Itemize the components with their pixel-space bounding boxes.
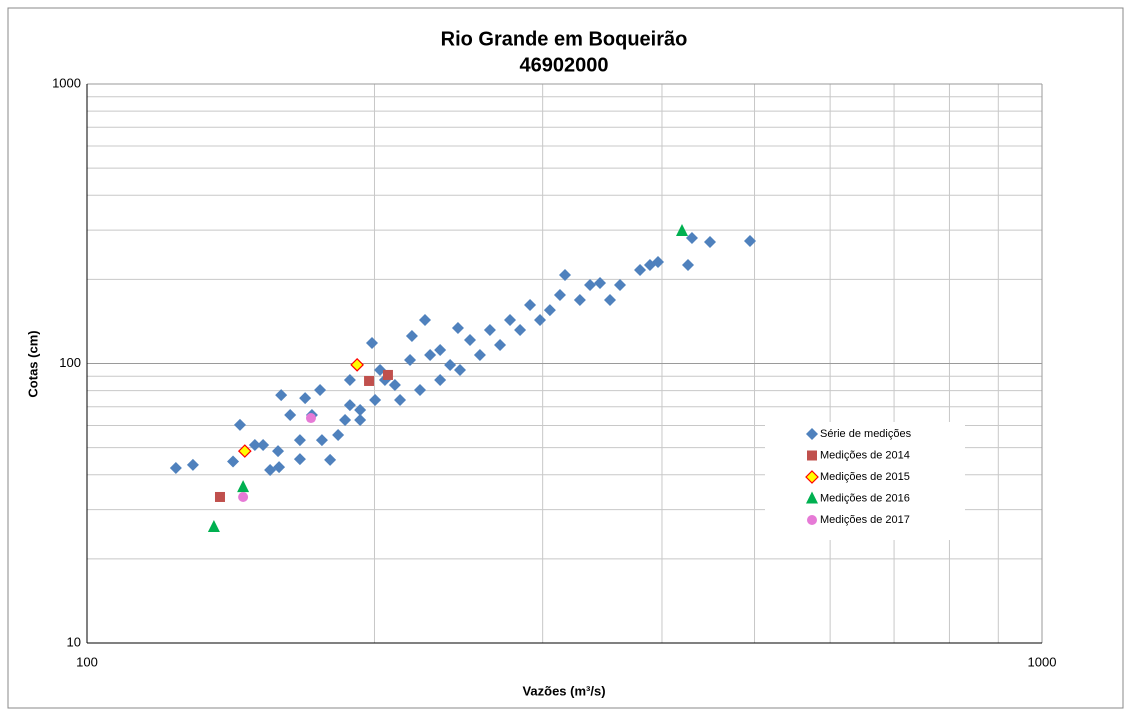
legend-label: Medições de 2017 bbox=[820, 514, 910, 526]
marker bbox=[237, 480, 250, 493]
marker bbox=[434, 373, 447, 386]
marker bbox=[543, 304, 556, 317]
marker bbox=[207, 520, 220, 533]
marker bbox=[451, 321, 464, 334]
legend-label: Medições de 2014 bbox=[820, 449, 910, 461]
marker bbox=[186, 458, 199, 471]
marker bbox=[424, 348, 437, 361]
marker bbox=[382, 369, 393, 380]
marker bbox=[284, 409, 297, 422]
marker bbox=[444, 358, 457, 371]
marker bbox=[806, 491, 818, 504]
marker bbox=[343, 373, 356, 386]
marker bbox=[418, 313, 431, 326]
x-tick-label: 1000 bbox=[1028, 654, 1057, 669]
legend-box bbox=[765, 422, 965, 540]
marker bbox=[681, 259, 694, 272]
marker bbox=[703, 235, 716, 248]
marker bbox=[257, 438, 270, 451]
marker bbox=[806, 428, 818, 440]
marker bbox=[604, 294, 617, 307]
chart-title: Rio Grande em Boqueirão bbox=[441, 28, 688, 50]
marker bbox=[685, 232, 698, 245]
marker bbox=[676, 224, 689, 237]
legend: Série de medições Medições de 2014 Mediçõe… bbox=[765, 422, 965, 540]
marker bbox=[634, 264, 647, 277]
marker bbox=[388, 378, 401, 391]
marker bbox=[350, 357, 364, 372]
marker bbox=[504, 313, 517, 326]
y-tick-label: 10 bbox=[67, 634, 81, 649]
marker bbox=[227, 455, 240, 468]
x-tick-label: 100 bbox=[76, 654, 98, 669]
marker bbox=[237, 444, 252, 458]
marker bbox=[314, 383, 327, 396]
legend-label: Medições de 2015 bbox=[820, 471, 910, 483]
x-axis-label: Vazões (m³/s) bbox=[522, 683, 605, 698]
marker bbox=[405, 330, 418, 343]
marker bbox=[364, 375, 375, 386]
marker bbox=[807, 515, 817, 525]
chart-subtitle: 46902000 bbox=[520, 54, 609, 76]
marker bbox=[233, 418, 246, 431]
marker bbox=[807, 450, 817, 461]
marker bbox=[404, 354, 417, 367]
marker bbox=[594, 276, 607, 289]
marker bbox=[324, 453, 337, 466]
marker bbox=[275, 389, 288, 402]
marker bbox=[573, 294, 586, 307]
marker bbox=[394, 394, 407, 407]
marker bbox=[264, 463, 277, 476]
marker bbox=[332, 428, 345, 441]
marker bbox=[339, 413, 352, 426]
marker bbox=[524, 299, 537, 312]
marker bbox=[293, 434, 306, 447]
legend-label: Série de medições bbox=[820, 428, 912, 440]
marker bbox=[558, 269, 571, 282]
marker bbox=[354, 413, 367, 426]
marker bbox=[805, 470, 819, 484]
marker bbox=[473, 348, 486, 361]
marker bbox=[414, 383, 427, 396]
marker bbox=[584, 278, 597, 291]
marker bbox=[534, 313, 547, 326]
marker bbox=[293, 453, 306, 466]
marker bbox=[299, 392, 312, 405]
legend-label: Medições de 2016 bbox=[820, 492, 910, 504]
marker bbox=[454, 363, 467, 376]
marker bbox=[169, 461, 182, 474]
marker bbox=[434, 343, 447, 356]
marker bbox=[305, 413, 316, 424]
marker bbox=[272, 445, 285, 458]
marker bbox=[214, 491, 225, 502]
marker bbox=[343, 399, 356, 412]
marker bbox=[643, 259, 656, 272]
marker bbox=[273, 461, 286, 474]
marker bbox=[238, 491, 249, 502]
marker bbox=[315, 434, 328, 447]
marker bbox=[369, 394, 382, 407]
marker bbox=[464, 333, 477, 346]
marker bbox=[553, 289, 566, 302]
marker bbox=[248, 438, 261, 451]
marker bbox=[354, 403, 367, 416]
y-tick-label: 100 bbox=[59, 355, 81, 370]
y-axis-label: Cotas (cm) bbox=[25, 330, 40, 397]
marker bbox=[744, 234, 757, 247]
marker bbox=[494, 338, 507, 351]
marker bbox=[483, 323, 496, 336]
marker bbox=[613, 278, 626, 291]
y-tick-label: 1000 bbox=[52, 75, 81, 90]
marker bbox=[514, 323, 527, 336]
marker bbox=[365, 336, 378, 349]
